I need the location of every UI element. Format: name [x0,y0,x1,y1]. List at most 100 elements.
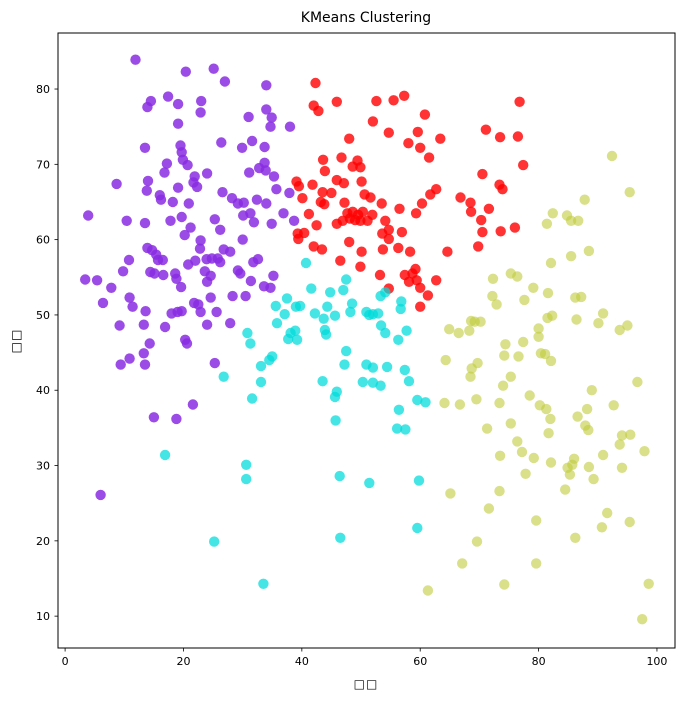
data-point [225,318,236,329]
data-point [356,246,367,257]
data-point [264,354,275,366]
cluster-cyan [159,257,431,589]
data-point [159,449,171,461]
y-tick-label: 80 [36,83,50,96]
data-point [317,187,328,198]
data-point [334,470,345,482]
data-point [383,233,394,245]
data-point [614,324,625,336]
data-point [381,361,393,373]
data-point [579,194,590,205]
data-point [91,275,103,286]
data-point [338,284,349,296]
data-point [423,152,435,163]
data-point [576,291,587,303]
data-point [268,270,279,281]
data-point [195,235,206,246]
data-point [293,181,305,192]
data-point [180,66,191,77]
data-point [111,178,122,190]
y-tick-label: 10 [36,610,50,623]
data-point [393,334,404,345]
data-point [158,269,169,281]
data-point [190,255,201,266]
data-point [236,142,248,153]
data-point [483,203,495,214]
data-point [545,413,556,425]
data-point [487,273,499,284]
data-point [259,157,270,168]
data-point [106,282,117,293]
data-point [248,217,260,228]
data-point [251,194,263,205]
data-point [326,187,337,199]
data-point [567,459,578,470]
data-point [261,80,272,91]
data-point [539,348,551,360]
data-point [313,105,324,117]
data-point [499,350,510,361]
data-point [505,371,516,382]
data-point [565,251,577,262]
data-point [172,182,184,193]
data-point [217,187,228,198]
data-point [404,246,416,257]
data-point [291,334,303,345]
data-point [596,522,608,533]
data-point [541,403,552,415]
data-point [127,301,138,312]
data-point [419,109,431,120]
data-point [288,215,300,226]
data-point [300,257,312,269]
data-point [420,397,431,408]
data-point [205,292,216,303]
data-point [183,198,194,209]
data-point [172,118,184,129]
data-point [255,360,267,372]
data-point [339,359,350,370]
data-point [410,208,422,219]
data-point [445,488,456,499]
data-point [227,290,238,302]
data-point [564,469,576,480]
data-point [380,327,391,339]
data-point [346,298,358,309]
data-point [201,168,213,179]
data-point [176,306,187,317]
ticks-layer: 0 20 40 60 80 100 10 20 30 40 50 60 70 80 [36,83,667,668]
data-point [80,274,91,285]
data-point [497,184,508,195]
data-point [309,308,321,319]
data-point [435,133,446,144]
data-point [572,411,583,422]
data-point [265,282,276,293]
data-point [182,159,193,171]
data-point [494,397,505,409]
data-point [311,220,322,231]
data-point [237,234,248,245]
x-tick-label: 20 [176,655,190,668]
data-point [284,187,295,199]
data-point [518,159,529,171]
data-point [97,297,109,309]
data-point [528,282,539,293]
data-point [518,336,529,348]
data-point [499,579,510,590]
data-point [367,116,379,127]
data-point [335,532,346,543]
data-point [244,167,255,178]
data-point [375,380,386,391]
data-point [255,376,267,388]
data-point [403,276,415,287]
data-point [148,412,160,423]
data-point [308,241,319,252]
data-point [465,206,477,217]
data-point [216,137,227,148]
data-point [388,95,399,106]
data-point [290,325,301,336]
data-point [403,376,415,387]
data-point [339,197,350,208]
data-point [542,287,554,299]
data-point [139,359,151,370]
data-point [341,274,352,285]
